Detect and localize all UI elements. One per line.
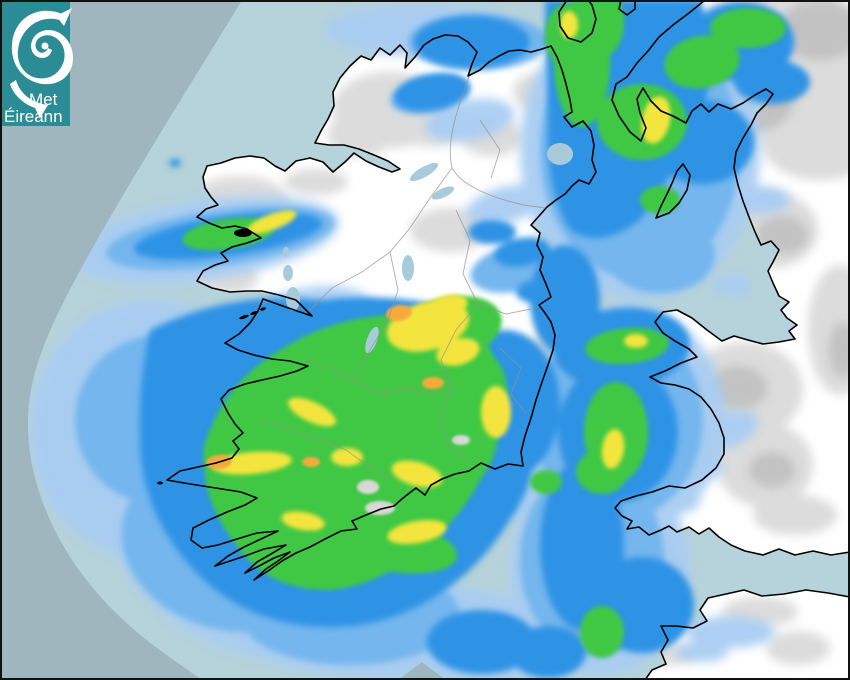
county-boundaries-shape — [477, 303, 532, 315]
rain-layer-very-heavy-shape — [481, 386, 511, 438]
rain-layer-very-heavy-shape — [391, 460, 443, 488]
ground-clutter-spots-shape — [357, 480, 379, 494]
logo-text-eireann: Éireann — [4, 107, 63, 126]
rain-layer-heavy-shape — [258, 539, 346, 585]
rain-layer-very-heavy-shape — [331, 448, 363, 466]
rain-layer-light-shape — [605, 217, 715, 293]
rain-layer-heavy-shape — [585, 327, 669, 365]
swirl-icon-shape — [11, 10, 74, 85]
rain-layer-pale-drizzle-shape — [712, 275, 752, 295]
rain-layer-moderate-shape — [510, 626, 586, 678]
terrain-shading-ireland-shape — [284, 169, 348, 195]
swirl-icon-shape — [41, 42, 49, 50]
rain-layer-pale-drizzle-shape — [425, 98, 515, 142]
county-boundaries-shape — [479, 119, 501, 179]
lake-lough-mask — [283, 265, 293, 281]
lake-lough-derg — [365, 326, 379, 354]
rain-layer-moderate-shape — [427, 610, 537, 674]
rain-layer-very-heavy-shape — [288, 397, 336, 427]
islet-aran-1 — [239, 314, 249, 320]
terrain-shading-britain-dark-shape — [749, 452, 795, 488]
islet-blasket — [157, 481, 163, 485]
rain-layer-heavy-shape — [580, 606, 624, 658]
terrain-shading-britain-dark-shape — [829, 322, 850, 378]
ground-clutter-spots-shape — [452, 435, 470, 445]
county-boundaries-shape — [301, 357, 353, 381]
rain-layer-very-heavy-shape — [641, 96, 671, 144]
lake-lough-conn — [283, 247, 289, 257]
rain-layer-moderate-shape — [516, 280, 564, 304]
islet-aran-3 — [260, 307, 266, 311]
ground-clutter-spots — [357, 435, 470, 515]
islets-clew-bay — [234, 229, 252, 237]
rain-layer-very-heavy-shape — [436, 338, 480, 366]
rain-layer-very-heavy-shape — [387, 519, 447, 545]
rain-layer-intense-shape — [422, 377, 444, 389]
rain-layer-moderate-shape — [734, 60, 810, 104]
county-boundaries-shape — [351, 251, 399, 381]
rain-layer-moderate-shape — [414, 16, 530, 68]
lakes — [283, 143, 573, 354]
small-islands — [157, 229, 266, 485]
swirl-icon-shape — [10, 80, 48, 118]
rain-layer-pale-drizzle-shape — [676, 642, 728, 662]
rain-layer-heavy-shape — [530, 470, 562, 494]
rain-layer-heavy-shape — [710, 8, 786, 48]
islet-aran-2 — [250, 311, 258, 315]
swirl-icon-shape — [56, 8, 72, 26]
county-boundaries-shape — [455, 209, 479, 305]
rain-layer-very-heavy-shape — [428, 294, 468, 316]
lake-lough-erne-upper — [431, 186, 455, 200]
terrain-shading-southwest-england-shape — [766, 631, 830, 665]
swirl-icon — [10, 8, 74, 118]
lake-lough-neagh — [547, 143, 573, 165]
county-boundaries-shape — [351, 379, 453, 395]
county-boundaries-shape — [499, 347, 527, 415]
lake-lough-ree — [402, 255, 414, 281]
county-boundaries-shape — [261, 419, 392, 480]
rain-layer-heavy-shape — [664, 35, 740, 89]
terrain-shading-britain-shape — [760, 100, 850, 180]
radar-echo-layers — [30, 0, 810, 680]
rain-layer-intense-shape — [386, 304, 412, 322]
county-boundaries — [261, 73, 546, 480]
logo-text-met: Met — [29, 90, 58, 109]
rain-layer-very-heavy-shape — [624, 334, 648, 348]
rain-layer-very-heavy-shape — [281, 511, 325, 531]
rain-layer-pale-drizzle-shape — [685, 616, 775, 648]
terrain-shading-britain-shape — [753, 495, 837, 535]
rain-layer-moderate-shape — [394, 73, 470, 111]
rain-layer-very-heavy-shape — [247, 210, 297, 234]
rain-layer-very-heavy-shape — [560, 11, 578, 39]
lake-lough-erne-lower — [409, 162, 439, 182]
rain-layer-intense-shape — [302, 457, 320, 467]
rain-layer-moderate-shape — [494, 237, 550, 267]
rain-layer-heavy-shape — [640, 186, 680, 214]
terrain-shading-britain-dark-shape — [778, 0, 850, 60]
rain-layer-pale-drizzle-shape — [466, 184, 544, 226]
met-eireann-logo: Met Éireann — [2, 2, 74, 126]
rain-layer-very-heavy-shape — [601, 429, 625, 469]
ground-clutter-spots-shape — [365, 501, 395, 515]
rain-layer-moderate-shape — [169, 159, 181, 167]
rain-layer-moderate-shape — [468, 220, 516, 244]
